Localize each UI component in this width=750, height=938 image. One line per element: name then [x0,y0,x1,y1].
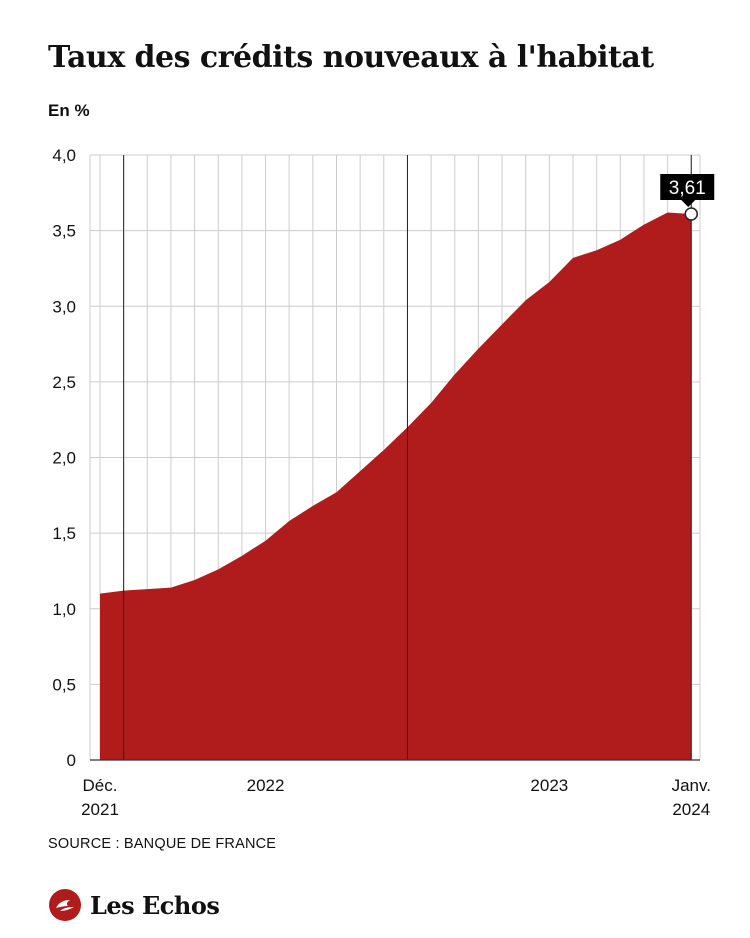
x-tick-labels: Déc. 2021 2022 2023 Janv. 2024 [81,776,711,819]
last-value-label: 3,61 [669,178,706,199]
last-value-marker [684,207,698,221]
chart-title: Taux des crédits nouveaux à l'habitat [48,40,654,75]
x-tick-label: 2023 [530,776,568,795]
x-tick-label: Déc. [83,776,118,795]
y-tick-label: 2,0 [52,449,76,468]
y-tick-label: 0,5 [52,675,76,694]
y-tick-labels: 0 0,5 1,0 1,5 2,0 2,5 3,0 3,5 4,0 [52,146,76,770]
area-series [100,212,692,761]
les-echos-icon [49,889,81,921]
x-tick-label: Janv. [672,776,711,795]
last-value-callout: 3,61 [660,173,715,221]
y-tick-label: 4,0 [52,146,76,165]
brand-name: Les Echos [90,890,220,920]
y-tick-label: 3,0 [52,297,76,316]
x-tick-label: 2024 [672,800,710,819]
y-tick-label: 3,5 [52,222,76,241]
unit-label: En % [48,101,90,120]
y-tick-label: 2,5 [52,373,76,392]
y-tick-label: 1,0 [52,600,76,619]
source-note: SOURCE : BANQUE DE FRANCE [48,836,277,852]
brand-logo: Les Echos [48,885,220,925]
x-tick-label: 2022 [247,776,285,795]
value-label-pointer [681,199,696,207]
y-tick-label: 1,5 [52,524,76,543]
x-tick-label: 2021 [81,800,119,819]
year-lines [123,155,692,760]
y-tick-label: 0 [67,751,76,770]
area-chart: 0 0,5 1,0 1,5 2,0 2,5 3,0 3,5 4,0 Déc. 2021 2022 20… [52,146,715,819]
value-label-box [660,173,715,200]
